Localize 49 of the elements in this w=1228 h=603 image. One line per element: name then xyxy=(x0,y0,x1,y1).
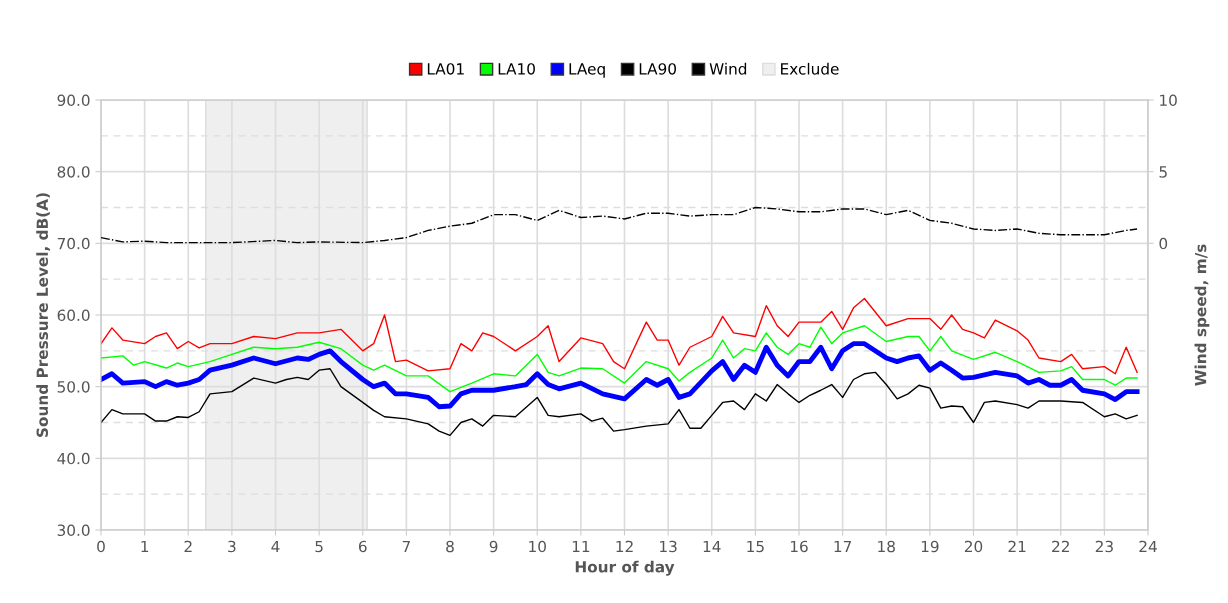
x-tick-label: 5 xyxy=(315,540,323,553)
x-tick-label: 21 xyxy=(1008,540,1026,553)
x-tick-label: 24 xyxy=(1139,540,1157,553)
y-tick-label: 70.0 xyxy=(57,237,90,250)
x-tick-label: 14 xyxy=(703,540,721,553)
x-tick-label: 8 xyxy=(446,540,454,553)
x-tick-label: 23 xyxy=(1095,540,1113,553)
line-series xyxy=(101,341,1140,410)
x-tick-label: 12 xyxy=(616,540,633,553)
x-tick-label: 17 xyxy=(834,540,852,553)
y2-tick-label: 0 xyxy=(1159,237,1168,250)
legend-label: Wind xyxy=(709,62,747,75)
y2-axis-title: Wind speed, m/s xyxy=(1194,244,1210,386)
y2-tick-label: 10 xyxy=(1160,94,1177,107)
x-tick-label: 10 xyxy=(529,540,546,553)
x-tick-label: 6 xyxy=(358,540,367,553)
x-tick-label: 1 xyxy=(141,540,149,553)
x-tick-label: 20 xyxy=(964,540,983,553)
y-tick-label: 90.0 xyxy=(57,94,90,107)
y-tick-label: 80.0 xyxy=(57,166,90,178)
x-axis-title: Hour of day xyxy=(575,560,675,576)
x-tick-label: 15 xyxy=(747,540,764,553)
x-tick-label: 2 xyxy=(184,540,192,553)
line-series xyxy=(101,206,1138,244)
x-tick-label: 11 xyxy=(572,540,590,553)
y-tick-label: 50.0 xyxy=(57,381,90,393)
legend-label: LA10 xyxy=(498,63,535,75)
x-tick-label: 18 xyxy=(878,540,895,553)
line-series xyxy=(101,297,1138,375)
y-axis-title: Sound Pressure Level, dB(A) xyxy=(36,193,50,437)
y-tick-label: 60.0 xyxy=(57,309,90,322)
x-tick-label: 19 xyxy=(921,540,939,553)
x-tick-label: 7 xyxy=(402,540,410,553)
x-tick-label: 0 xyxy=(97,540,105,553)
line-series xyxy=(101,325,1138,393)
x-tick-label: 13 xyxy=(660,540,677,553)
legend-label: LA01 xyxy=(427,63,464,75)
x-tick-label: 4 xyxy=(271,540,280,553)
legend-label: LAeq xyxy=(569,63,605,78)
legend-label: Exclude xyxy=(781,62,839,75)
legend-label: LA90 xyxy=(639,63,676,75)
y-tick-label: 30.0 xyxy=(57,524,90,537)
x-tick-label: 9 xyxy=(489,540,498,553)
y2-tick-label: 5 xyxy=(1159,166,1167,178)
y-tick-label: 40.0 xyxy=(57,452,90,465)
x-tick-label: 22 xyxy=(1052,540,1069,553)
line-series xyxy=(101,368,1138,437)
x-tick-label: 3 xyxy=(228,540,236,553)
x-tick-label: 16 xyxy=(790,540,808,553)
